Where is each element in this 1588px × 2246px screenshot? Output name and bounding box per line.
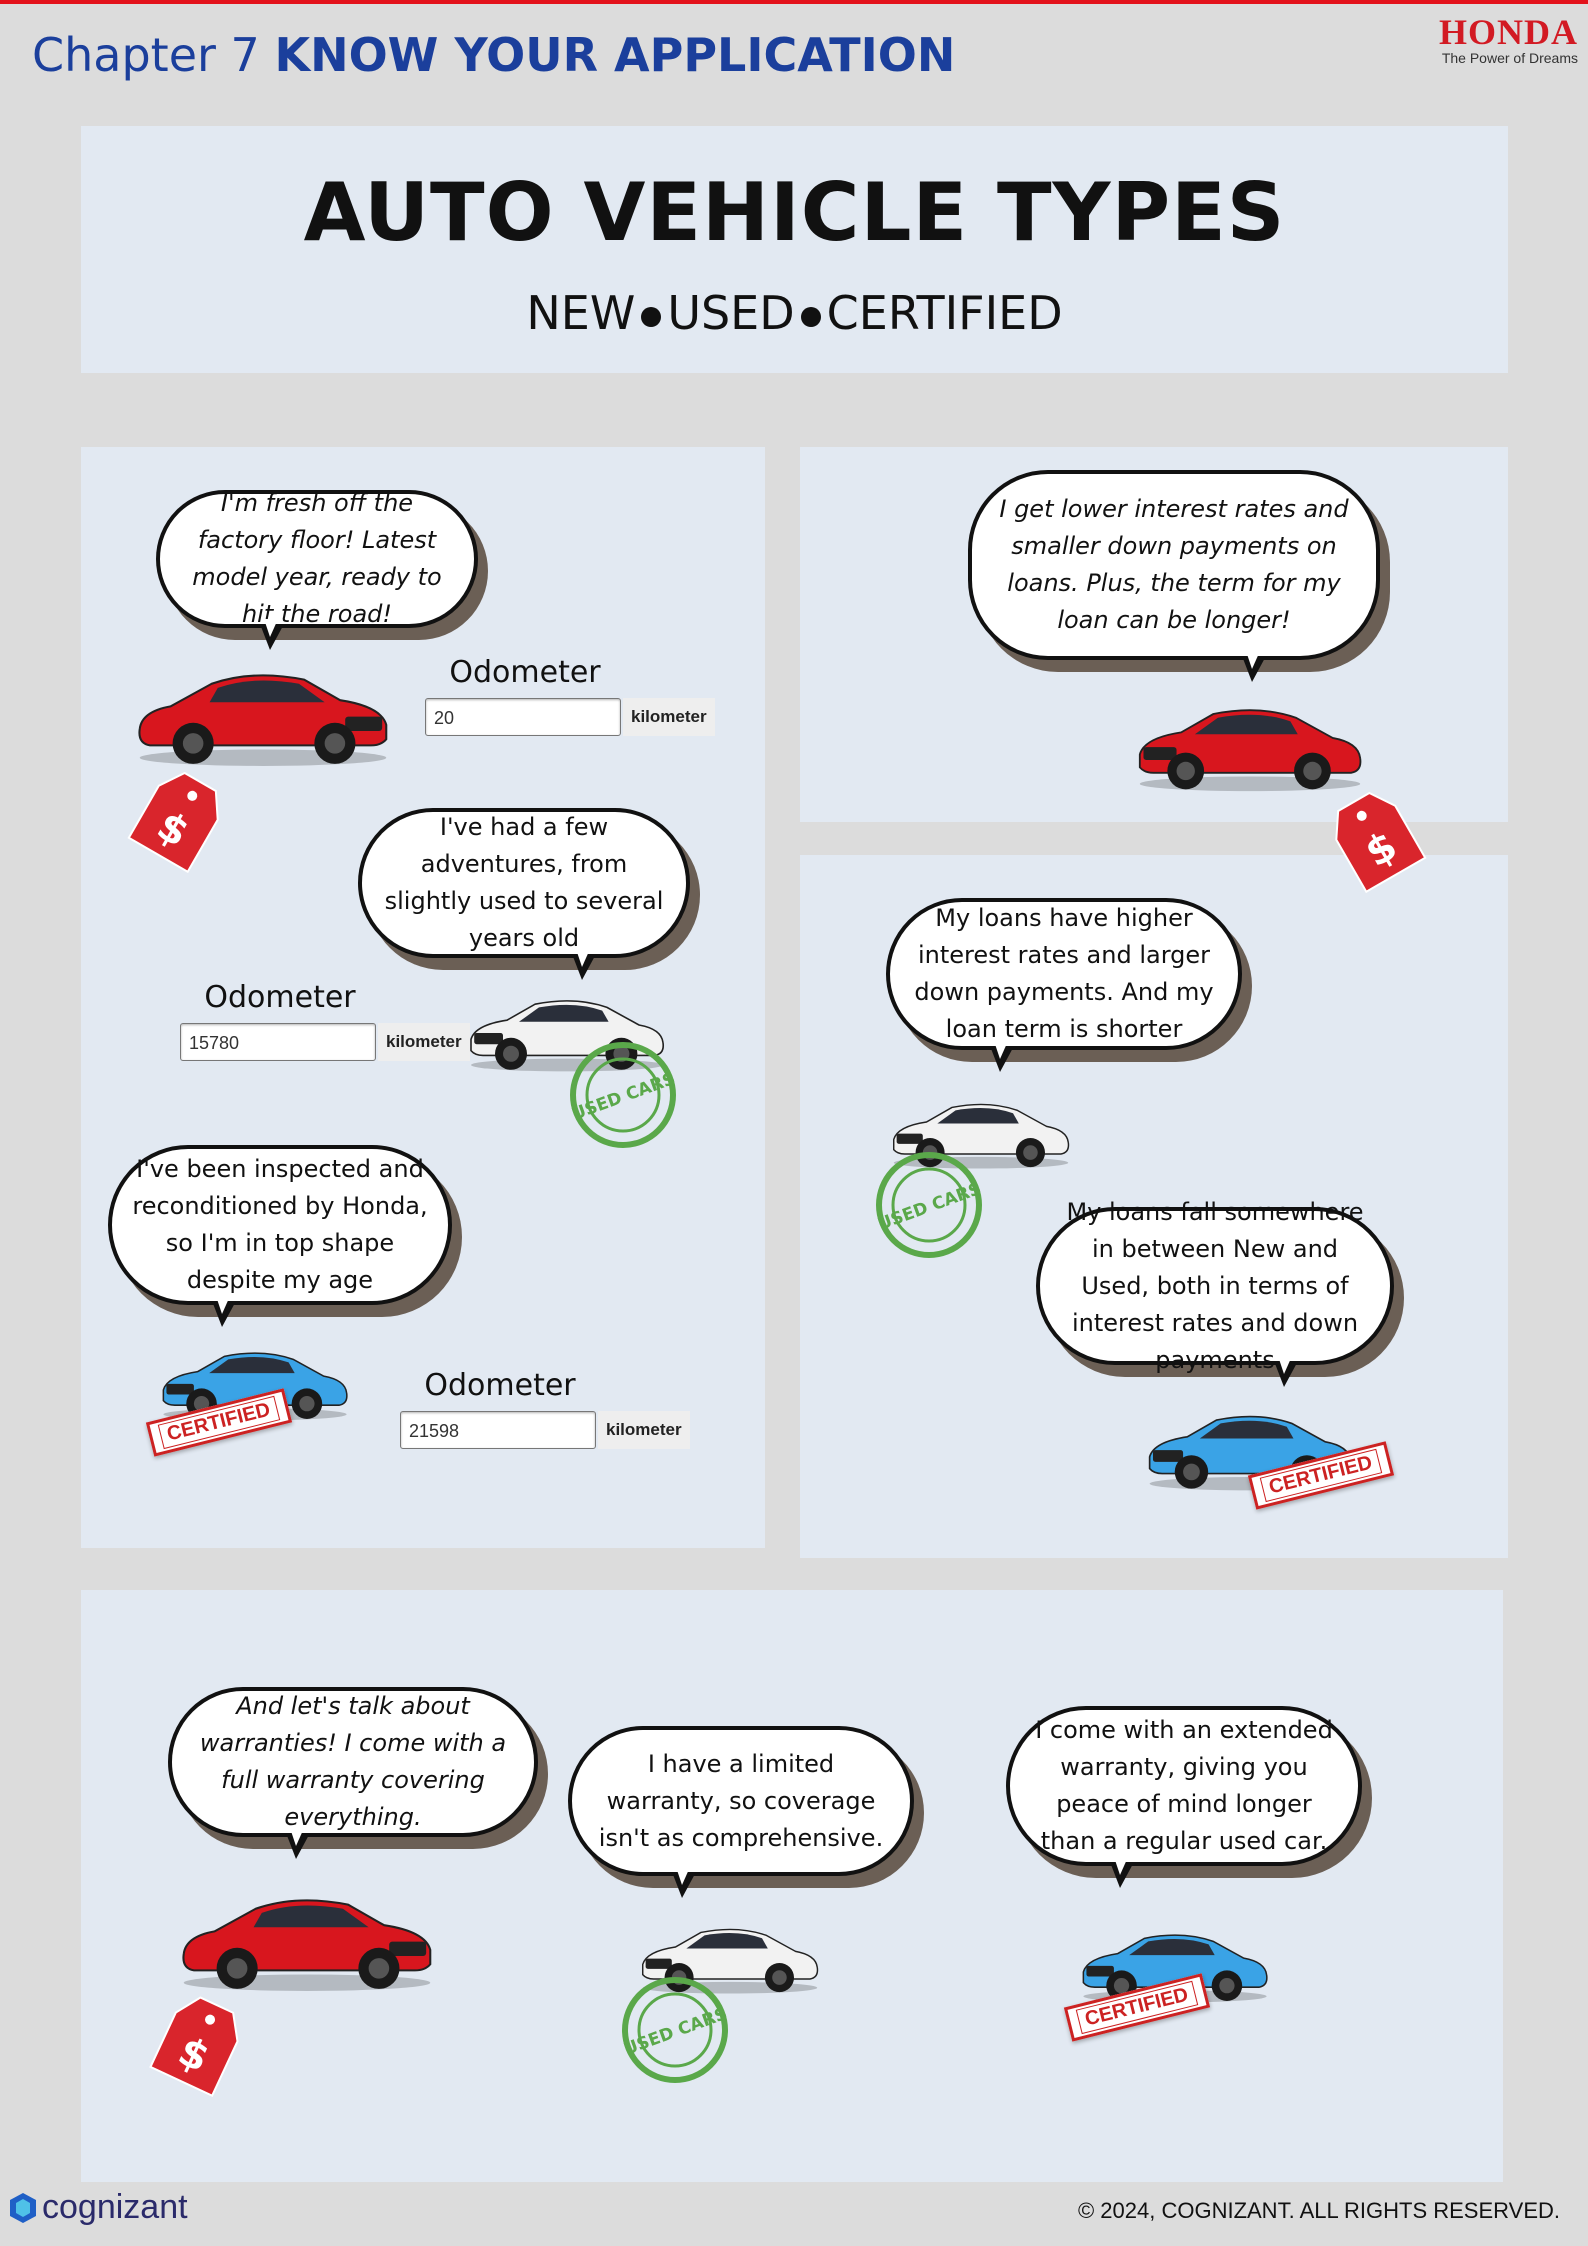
certified-car-odometer: Odometer 21598 kilometer bbox=[400, 1368, 690, 1449]
subtitle-certified: CERTIFIED bbox=[826, 286, 1063, 340]
used-car-bubble-text: I've had a few adventures, from slightly… bbox=[384, 813, 664, 952]
odometer-label: Odometer bbox=[424, 1368, 576, 1403]
chapter-heading: Chapter 7 KNOW YOUR APPLICATION bbox=[32, 28, 955, 82]
subtitle-used: USED bbox=[667, 286, 795, 340]
new-loan-speech-bubble: I get lower interest rates and smaller d… bbox=[968, 470, 1380, 682]
new-loan-bubble-text: I get lower interest rates and smaller d… bbox=[999, 495, 1349, 634]
odometer-unit: kilometer bbox=[378, 1023, 470, 1061]
copyright-text: © 2024, COGNIZANT. ALL RIGHTS RESERVED. bbox=[1077, 2198, 1560, 2223]
odometer-value: 15780 bbox=[180, 1023, 376, 1061]
certified-warranty-bubble-text: I come with an extended warranty, giving… bbox=[1035, 1716, 1333, 1855]
used-loan-bubble-text: My loans have higher interest rates and … bbox=[914, 904, 1214, 1043]
subtitle-new: NEW bbox=[526, 286, 636, 340]
svg-text:USED CARS: USED CARS bbox=[875, 1179, 984, 1235]
used-warranty-bubble-text: I have a limited warranty, so coverage i… bbox=[598, 1749, 884, 1852]
new-car-bubble-text: I'm fresh off the factory floor! Latest … bbox=[192, 489, 442, 628]
used-cars-stamp-icon: USED CARS bbox=[568, 1040, 678, 1155]
new-car-image bbox=[1130, 692, 1370, 798]
used-loan-speech-bubble: My loans have higher interest rates and … bbox=[886, 898, 1242, 1072]
new-warranty-bubble-text: And let's talk about warranties! I come … bbox=[199, 1692, 507, 1831]
new-warranty-speech-bubble: And let's talk about warranties! I come … bbox=[168, 1687, 538, 1859]
odometer-value: 20 bbox=[425, 698, 621, 736]
chapter-prefix: Chapter 7 bbox=[32, 28, 260, 82]
vehicle-types-panel bbox=[81, 447, 765, 1548]
used-warranty-speech-bubble: I have a limited warranty, so coverage i… bbox=[568, 1726, 914, 1898]
certified-car-speech-bubble: I've been inspected and reconditioned by… bbox=[108, 1145, 452, 1327]
page-subtitle: NEW USED CERTIFIED bbox=[81, 286, 1508, 340]
used-cars-stamp-icon: USED CARS bbox=[620, 1975, 730, 2090]
bullet-dot bbox=[641, 306, 662, 327]
certified-car-bubble-text: I've been inspected and reconditioned by… bbox=[132, 1155, 428, 1294]
odometer-value: 21598 bbox=[400, 1411, 596, 1449]
new-car-image bbox=[172, 1880, 442, 1998]
used-car-speech-bubble: I've had a few adventures, from slightly… bbox=[358, 808, 690, 980]
certified-loan-speech-bubble: My loans fall somewhere in between New a… bbox=[1036, 1198, 1394, 1387]
cognizant-wordmark: cognizant bbox=[42, 2188, 188, 2226]
chapter-title: KNOW YOUR APPLICATION bbox=[274, 28, 956, 82]
used-car-image bbox=[462, 985, 672, 1078]
odometer-unit: kilometer bbox=[598, 1411, 690, 1449]
used-cars-stamp-icon: USED CARS bbox=[874, 1150, 984, 1265]
cognizant-mark-icon bbox=[10, 2192, 36, 2223]
bullet-dot bbox=[800, 306, 821, 327]
svg-text:USED CARS: USED CARS bbox=[569, 1069, 678, 1125]
honda-brand: HONDA bbox=[1439, 12, 1578, 52]
svg-text:USED CARS: USED CARS bbox=[621, 2004, 730, 2060]
odometer-unit: kilometer bbox=[623, 698, 715, 736]
used-car-image bbox=[886, 1090, 1076, 1175]
cognizant-logo: cognizant bbox=[8, 2188, 188, 2227]
certified-warranty-speech-bubble: I come with an extended warranty, giving… bbox=[1006, 1706, 1362, 1888]
odometer-label: Odometer bbox=[449, 655, 601, 690]
price-tag-icon: $ bbox=[142, 1984, 254, 2108]
price-tag-icon: $ bbox=[120, 758, 236, 883]
page-title: AUTO VEHICLE TYPES bbox=[303, 166, 1286, 259]
top-accent-line bbox=[0, 0, 1588, 4]
honda-tagline: The Power of Dreams bbox=[1441, 50, 1578, 66]
odometer-label: Odometer bbox=[204, 980, 356, 1015]
new-car-speech-bubble: I'm fresh off the factory floor! Latest … bbox=[156, 489, 478, 650]
new-car-odometer: Odometer 20 kilometer bbox=[425, 655, 715, 736]
new-car-image bbox=[128, 655, 398, 773]
price-tag-icon: $ bbox=[1318, 778, 1434, 903]
honda-logo: HONDA The Power of Dreams bbox=[1439, 14, 1578, 66]
certified-loan-bubble-text: My loans fall somewhere in between New a… bbox=[1066, 1197, 1364, 1374]
title-panel: AUTO VEHICLE TYPES NEW USED CERTIFIED bbox=[81, 126, 1508, 373]
used-car-odometer: Odometer 15780 kilometer bbox=[180, 980, 470, 1061]
